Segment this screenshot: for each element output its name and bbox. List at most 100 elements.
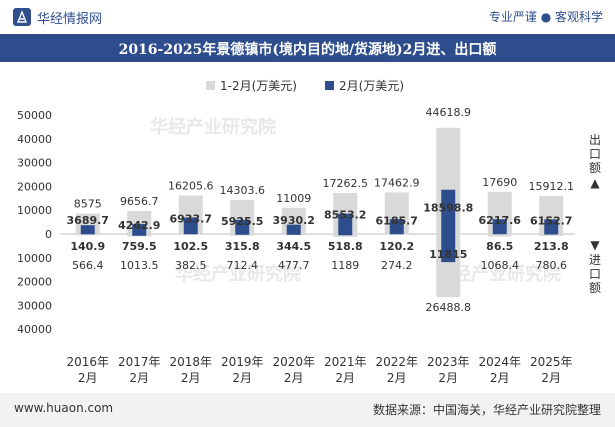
label-import-1-2: 780.6 xyxy=(536,259,568,272)
y-tick-label: 10000 xyxy=(17,204,52,217)
x-category-label: 2022年 xyxy=(375,355,418,369)
x-category-label: 2月 xyxy=(387,371,407,385)
bar-import-feb xyxy=(441,234,456,263)
y-tick-label: 50000 xyxy=(17,109,52,122)
legend: 1-2月(万美元) 2月(万美元) xyxy=(0,77,615,93)
x-category-label: 2月 xyxy=(490,371,510,385)
brand-name: 华经情报网 xyxy=(37,12,103,27)
label-export-1-2: 44618.9 xyxy=(426,106,472,119)
label-import-feb: 315.8 xyxy=(225,240,260,253)
footer: www.huaon.com 数据来源：中国海关，华经产业研究院整理 xyxy=(0,393,615,427)
label-export-feb: 4242.9 xyxy=(118,219,160,232)
bar-export-feb xyxy=(441,189,456,234)
label-export-feb: 18598.8 xyxy=(423,202,473,215)
x-category-label: 2024年 xyxy=(478,355,521,369)
watermark-text: 华经产业研究院 xyxy=(150,116,276,138)
label-import-1-2: 1189 xyxy=(331,259,359,272)
legend-item-series-a: 1-2月(万美元) xyxy=(206,77,297,94)
label-export-1-2: 9656.7 xyxy=(120,195,159,208)
label-import-1-2: 1013.5 xyxy=(120,259,159,272)
export-side-label: 出口额 xyxy=(588,133,601,175)
bar-export-feb xyxy=(338,213,353,234)
label-import-feb: 86.5 xyxy=(486,240,513,253)
label-import-1-2: 712.4 xyxy=(227,259,259,272)
label-export-feb: 6217.6 xyxy=(479,214,522,227)
label-export-feb: 5925.5 xyxy=(221,215,263,228)
watermark-text: 华经产业研究院 xyxy=(435,263,561,285)
y-tick-label: 10000 xyxy=(17,252,52,265)
label-export-1-2: 17690 xyxy=(482,176,517,189)
x-category-label: 2018年 xyxy=(169,355,212,369)
title-bar: 2016-2025年景德镇市(境内目的地/货源地)2月进、出口额 xyxy=(0,34,615,62)
x-category-label: 2月 xyxy=(284,371,304,385)
x-category-label: 2020年 xyxy=(272,355,315,369)
label-export-1-2: 17262.5 xyxy=(323,177,369,190)
bar-export-feb xyxy=(235,219,250,234)
bar-export-feb xyxy=(286,224,301,234)
label-import-feb: 344.5 xyxy=(276,240,311,253)
label-import-1-2: 477.7 xyxy=(278,259,310,272)
label-import-feb: 11815 xyxy=(429,248,467,261)
bar-import-1-2 xyxy=(539,234,564,236)
label-import-feb: 518.8 xyxy=(328,240,363,253)
label-export-1-2: 17462.9 xyxy=(374,176,420,189)
label-import-1-2: 566.4 xyxy=(72,259,104,272)
bar-import-1-2 xyxy=(487,234,512,237)
y-tick-label: 0 xyxy=(45,228,52,241)
x-category-label: 2019年 xyxy=(221,355,264,369)
bar-export-feb xyxy=(80,225,95,234)
bar-import-feb xyxy=(544,234,559,235)
bar-import-feb xyxy=(235,234,250,235)
label-import-1-2: 382.5 xyxy=(175,259,207,272)
x-category-label: 2月 xyxy=(541,371,561,385)
legend-label-series-b: 2月(万美元) xyxy=(339,79,404,93)
logo-icon xyxy=(13,8,31,26)
y-tick-label: 40000 xyxy=(17,133,52,146)
label-export-feb: 3930.2 xyxy=(273,214,315,227)
bar-import-feb xyxy=(132,234,147,236)
bar-import-1-2 xyxy=(333,234,358,237)
bar-import-feb xyxy=(286,234,301,235)
x-category-label: 2021年 xyxy=(324,355,367,369)
label-export-feb: 6933.7 xyxy=(170,212,212,225)
bar-import-feb xyxy=(338,234,353,236)
x-category-label: 2017年 xyxy=(118,355,161,369)
x-category-label: 2月 xyxy=(335,371,355,385)
bar-export-feb xyxy=(183,217,198,234)
legend-swatch-blue xyxy=(325,81,334,90)
label-export-feb: 6152.7 xyxy=(530,214,572,227)
x-category-label: 2016年 xyxy=(66,355,109,369)
label-import-feb: 102.5 xyxy=(173,240,208,253)
label-import-feb: 120.2 xyxy=(379,240,414,253)
y-tick-label: 30000 xyxy=(17,157,52,170)
y-tick-label: 30000 xyxy=(17,299,52,312)
top-bar: 华经情报网 专业严谨 ● 客观科学 xyxy=(0,0,615,34)
footer-website: www.huaon.com xyxy=(14,401,114,415)
bar-import-1-2 xyxy=(384,234,409,235)
label-import-feb: 140.9 xyxy=(70,240,105,253)
label-import-1-2: 274.2 xyxy=(381,259,413,272)
legend-swatch-gray xyxy=(206,81,215,90)
label-export-feb: 8553.2 xyxy=(324,209,366,222)
bar-export-feb xyxy=(389,219,404,234)
export-arrow-icon: ▲ xyxy=(590,176,600,190)
bar-import-1-2 xyxy=(230,234,255,236)
y-tick-label: 20000 xyxy=(17,276,52,289)
legend-label-series-a: 1-2月(万美元) xyxy=(220,79,297,93)
label-export-feb: 6185.7 xyxy=(376,214,418,227)
import-arrow-icon: ▼ xyxy=(590,238,600,252)
chart-title: 2016-2025年景德镇市(境内目的地/货源地)2月进、出口额 xyxy=(118,42,497,58)
label-import-1-2: 1068.4 xyxy=(481,259,520,272)
x-category-label: 2月 xyxy=(232,371,252,385)
bar-import-1-2 xyxy=(178,234,203,235)
x-category-label: 2月 xyxy=(181,371,201,385)
label-export-1-2: 11009 xyxy=(276,192,311,205)
label-import-feb: 213.8 xyxy=(534,240,569,253)
y-tick-label: 20000 xyxy=(17,180,52,193)
label-export-1-2: 14303.6 xyxy=(220,184,266,197)
bar-export-feb xyxy=(492,219,507,234)
label-import-feb: 759.5 xyxy=(122,240,157,253)
bar-export-feb xyxy=(132,223,147,234)
label-import-1-2: 26488.8 xyxy=(426,301,472,314)
